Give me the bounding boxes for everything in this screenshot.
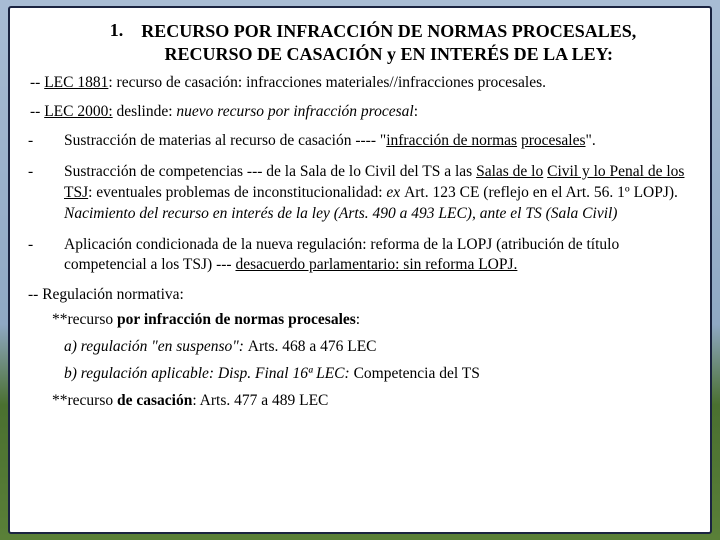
r1b-pre: b) regulación aplicable: Disp. Final 16ª… (64, 365, 354, 382)
b2-t3: : eventuales problemas de inconstitucion… (88, 184, 386, 201)
bullet-2: - Sustracción de competencias --- de la … (28, 162, 692, 225)
lec-1881-line: -- LEC 1881: recurso de casación: infrac… (28, 73, 692, 94)
bullet-3: - Aplicación condicionada de la nueva re… (28, 235, 692, 277)
reg-recurso-1: **recurso por infracción de normas proce… (52, 310, 692, 331)
title-row: 1. RECURSO POR INFRACCIÓN DE NORMAS PROC… (28, 20, 692, 65)
content-frame: 1. RECURSO POR INFRACCIÓN DE NORMAS PROC… (8, 6, 712, 534)
b1-t3: ". (586, 132, 596, 149)
lec2000-mid: deslinde: (113, 103, 177, 120)
b1-u2: procesales (521, 132, 586, 149)
lec2000-after: : (414, 103, 418, 120)
regulation-block: -- Regulación normativa: **recurso por i… (28, 286, 692, 412)
regulation-header: -- Regulación normativa: (28, 286, 692, 304)
b2-i2: Nacimiento del recurso en interés de la … (64, 205, 617, 222)
r2-pre: **recurso (52, 392, 117, 409)
r1a-rest: Arts. 468 a 476 LEC (248, 338, 377, 355)
bullet-dash: - (28, 131, 64, 152)
b2-t1: Sustracción de competencias --- de la Sa… (64, 163, 476, 180)
lec2000-label: LEC 2000: (44, 103, 112, 120)
bullet-body: Aplicación condicionada de la nueva regu… (64, 235, 692, 277)
title-line2: RECURSO DE CASACIÓN y EN INTERÉS DE LA L… (165, 44, 613, 64)
r1a-pre: a) regulación "en suspenso": (64, 338, 248, 355)
b2-t4: Art. 123 CE (reflejo en el Art. 56. 1º L… (404, 184, 678, 201)
r1b-rest: Competencia del TS (354, 365, 480, 382)
lec2000-prefix: -- (30, 103, 44, 120)
title-number: 1. (84, 20, 124, 41)
r2-bold: de casación (117, 392, 192, 409)
title-text: RECURSO POR INFRACCIÓN DE NORMAS PROCESA… (141, 20, 636, 65)
lec-2000-line: -- LEC 2000: deslinde: nuevo recurso por… (28, 102, 692, 123)
r1-post: : (356, 311, 360, 328)
r1-pre: **recurso (52, 311, 117, 328)
b3-u1: desacuerdo parlamentario: sin reforma LO… (235, 256, 517, 273)
bullet-1: - Sustracción de materias al recurso de … (28, 131, 692, 152)
lec1881-prefix: -- (30, 74, 44, 91)
r2-post: : Arts. 477 a 489 LEC (192, 392, 328, 409)
bullet-dash: - (28, 162, 64, 225)
b2-u1: Salas de lo (476, 163, 543, 180)
lec2000-italic: nuevo recurso por infracción procesal (176, 103, 413, 120)
reg-recurso-2: **recurso de casación: Arts. 477 a 489 L… (52, 391, 692, 412)
r1-bold: por infracción de normas procesales (117, 311, 356, 328)
bullet-body: Sustracción de competencias --- de la Sa… (64, 162, 692, 225)
b1-t1: Sustracción de materias al recurso de ca… (64, 132, 386, 149)
b1-u1: infracción de normas (386, 132, 517, 149)
lec1881-label: LEC 1881 (44, 74, 108, 91)
bullet-body: Sustracción de materias al recurso de ca… (64, 131, 692, 152)
reg-1b: b) regulación aplicable: Disp. Final 16ª… (64, 364, 692, 385)
reg-1a: a) regulación "en suspenso": Arts. 468 a… (64, 337, 692, 358)
bullet-dash: - (28, 235, 64, 277)
lec1881-rest: : recurso de casación: infracciones mate… (108, 74, 546, 91)
title-line1: RECURSO POR INFRACCIÓN DE NORMAS PROCESA… (141, 21, 636, 41)
b2-i1: ex (386, 184, 404, 201)
